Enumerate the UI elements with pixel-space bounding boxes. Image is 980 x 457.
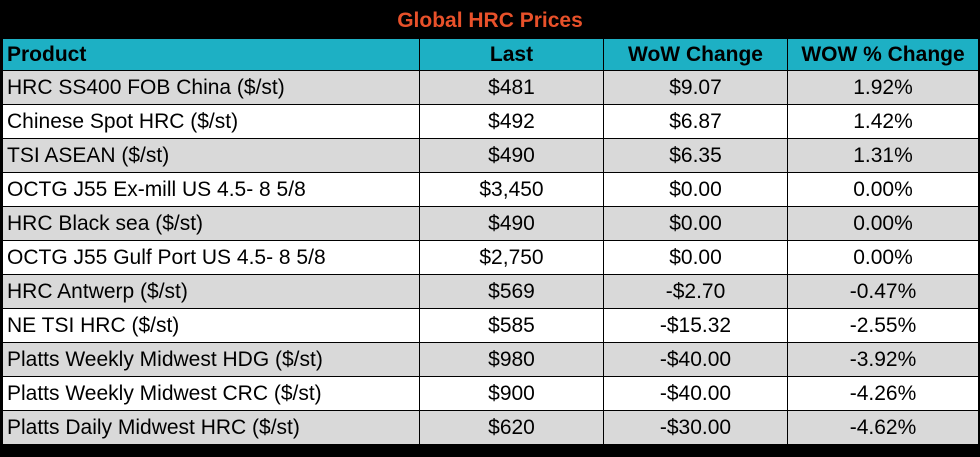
column-header-wow-change: WoW Change bbox=[603, 38, 788, 71]
table-row: HRC Antwerp ($/st) $569 -$2.70 -0.47% bbox=[2, 274, 979, 309]
product-cell: Platts Weekly Midwest HDG ($/st) bbox=[2, 342, 420, 377]
last-price-cell: $490 bbox=[419, 206, 604, 241]
table-row: OCTG J55 Gulf Port US 4.5- 8 5/8 $2,750 … bbox=[2, 240, 979, 275]
last-price-cell: $620 bbox=[419, 410, 604, 445]
last-price-cell: $900 bbox=[419, 376, 604, 411]
last-price-cell: $2,750 bbox=[419, 240, 604, 275]
header-row: Product Last WoW Change WOW % Change bbox=[2, 38, 979, 71]
product-cell: TSI ASEAN ($/st) bbox=[2, 138, 420, 173]
wow-pct-change-cell: 0.00% bbox=[787, 172, 979, 207]
last-price-cell: $490 bbox=[419, 138, 604, 173]
wow-pct-change-cell: -2.55% bbox=[787, 308, 979, 343]
table-row: HRC Black sea ($/st) $490 $0.00 0.00% bbox=[2, 206, 979, 241]
wow-pct-change-cell: -3.92% bbox=[787, 342, 979, 377]
product-cell: HRC Antwerp ($/st) bbox=[2, 274, 420, 309]
table-row: Chinese Spot HRC ($/st) $492 $6.87 1.42% bbox=[2, 104, 979, 139]
wow-change-cell: $6.87 bbox=[603, 104, 788, 139]
wow-change-cell: -$15.32 bbox=[603, 308, 788, 343]
wow-pct-change-cell: 1.92% bbox=[787, 70, 979, 105]
product-cell: Platts Weekly Midwest CRC ($/st) bbox=[2, 376, 420, 411]
wow-pct-change-cell: -4.26% bbox=[787, 376, 979, 411]
table-row: HRC SS400 FOB China ($/st) $481 $9.07 1.… bbox=[2, 70, 979, 105]
wow-pct-change-cell: 1.42% bbox=[787, 104, 979, 139]
wow-pct-change-cell: 0.00% bbox=[787, 206, 979, 241]
column-header-product: Product bbox=[2, 38, 420, 71]
table-row: NE TSI HRC ($/st) $585 -$15.32 -2.55% bbox=[2, 308, 979, 343]
wow-change-cell: -$2.70 bbox=[603, 274, 788, 309]
last-price-cell: $3,450 bbox=[419, 172, 604, 207]
table-row: Platts Weekly Midwest HDG ($/st) $980 -$… bbox=[2, 342, 979, 377]
last-price-cell: $569 bbox=[419, 274, 604, 309]
wow-change-cell: $6.35 bbox=[603, 138, 788, 173]
wow-change-cell: -$40.00 bbox=[603, 376, 788, 411]
last-price-cell: $492 bbox=[419, 104, 604, 139]
wow-change-cell: -$30.00 bbox=[603, 410, 788, 445]
table-row: OCTG J55 Ex-mill US 4.5- 8 5/8 $3,450 $0… bbox=[2, 172, 979, 207]
wow-change-cell: $0.00 bbox=[603, 206, 788, 241]
table-row: TSI ASEAN ($/st) $490 $6.35 1.31% bbox=[2, 138, 979, 173]
wow-change-cell: $0.00 bbox=[603, 172, 788, 207]
table-row: Platts Weekly Midwest CRC ($/st) $900 -$… bbox=[2, 376, 979, 411]
column-header-wow-pct-change: WOW % Change bbox=[787, 38, 979, 71]
wow-pct-change-cell: 1.31% bbox=[787, 138, 979, 173]
product-cell: Chinese Spot HRC ($/st) bbox=[2, 104, 420, 139]
product-cell: HRC Black sea ($/st) bbox=[2, 206, 420, 241]
wow-pct-change-cell: -0.47% bbox=[787, 274, 979, 309]
product-cell: HRC SS400 FOB China ($/st) bbox=[2, 70, 420, 105]
last-price-cell: $481 bbox=[419, 70, 604, 105]
table-title: Global HRC Prices bbox=[2, 2, 978, 38]
column-header-last: Last bbox=[419, 38, 604, 71]
product-cell: OCTG J55 Ex-mill US 4.5- 8 5/8 bbox=[2, 172, 420, 207]
table-row: Platts Daily Midwest HRC ($/st) $620 -$3… bbox=[2, 410, 979, 445]
price-table: Product Last WoW Change WOW % Change HRC… bbox=[2, 38, 979, 445]
product-cell: NE TSI HRC ($/st) bbox=[2, 308, 420, 343]
wow-pct-change-cell: -4.62% bbox=[787, 410, 979, 445]
wow-pct-change-cell: 0.00% bbox=[787, 240, 979, 275]
product-cell: OCTG J55 Gulf Port US 4.5- 8 5/8 bbox=[2, 240, 420, 275]
last-price-cell: $980 bbox=[419, 342, 604, 377]
product-cell: Platts Daily Midwest HRC ($/st) bbox=[2, 410, 420, 445]
last-price-cell: $585 bbox=[419, 308, 604, 343]
wow-change-cell: -$40.00 bbox=[603, 342, 788, 377]
wow-change-cell: $0.00 bbox=[603, 240, 788, 275]
wow-change-cell: $9.07 bbox=[603, 70, 788, 105]
